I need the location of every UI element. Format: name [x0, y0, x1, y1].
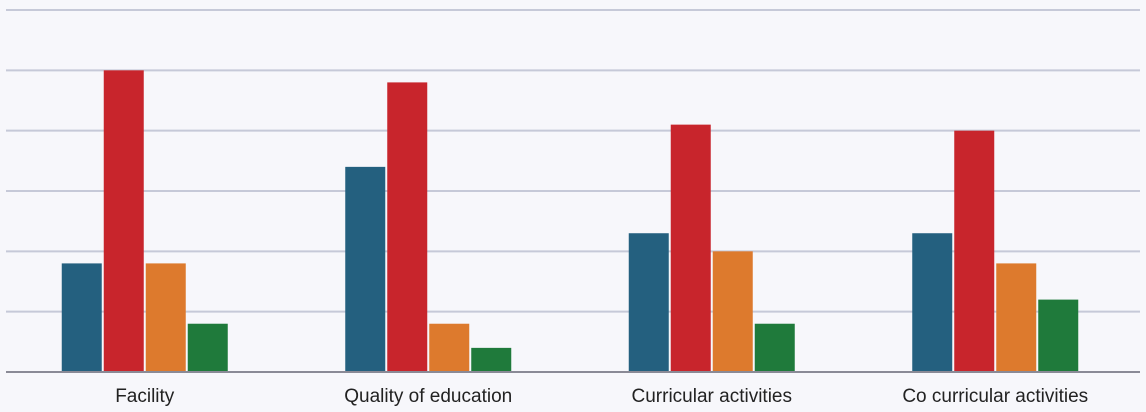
bar-series-1-category-3 — [628, 233, 669, 372]
bar-series-4-category-4 — [1038, 299, 1079, 372]
bar-series-4-category-2 — [471, 347, 512, 372]
x-axis-tick-labels: Facility Quality of education Curricular a… — [115, 386, 1088, 407]
x-tick-label: Facility — [115, 386, 175, 407]
bar-series-1-category-4 — [912, 233, 953, 372]
bar-series-3-category-3 — [712, 251, 753, 372]
x-tick-label: Curricular activities — [632, 386, 792, 407]
bar-series-3-category-1 — [145, 263, 186, 372]
bar-series-2-category-4 — [954, 130, 995, 372]
x-tick-label: Co curricular activities — [902, 386, 1088, 407]
bar-series-1-category-1 — [61, 263, 102, 372]
bar-series-3-category-4 — [996, 263, 1037, 372]
bar-series-1-category-2 — [345, 166, 386, 372]
bar-series-2-category-2 — [387, 82, 428, 373]
bar-series-4-category-1 — [187, 323, 228, 372]
x-tick-label: Quality of education — [344, 386, 512, 407]
bar-series-2-category-3 — [670, 124, 711, 372]
bar-series-2-category-1 — [103, 70, 144, 372]
bar-series-3-category-2 — [429, 323, 470, 372]
bar-series-4-category-3 — [754, 323, 795, 372]
bars — [61, 70, 1079, 373]
